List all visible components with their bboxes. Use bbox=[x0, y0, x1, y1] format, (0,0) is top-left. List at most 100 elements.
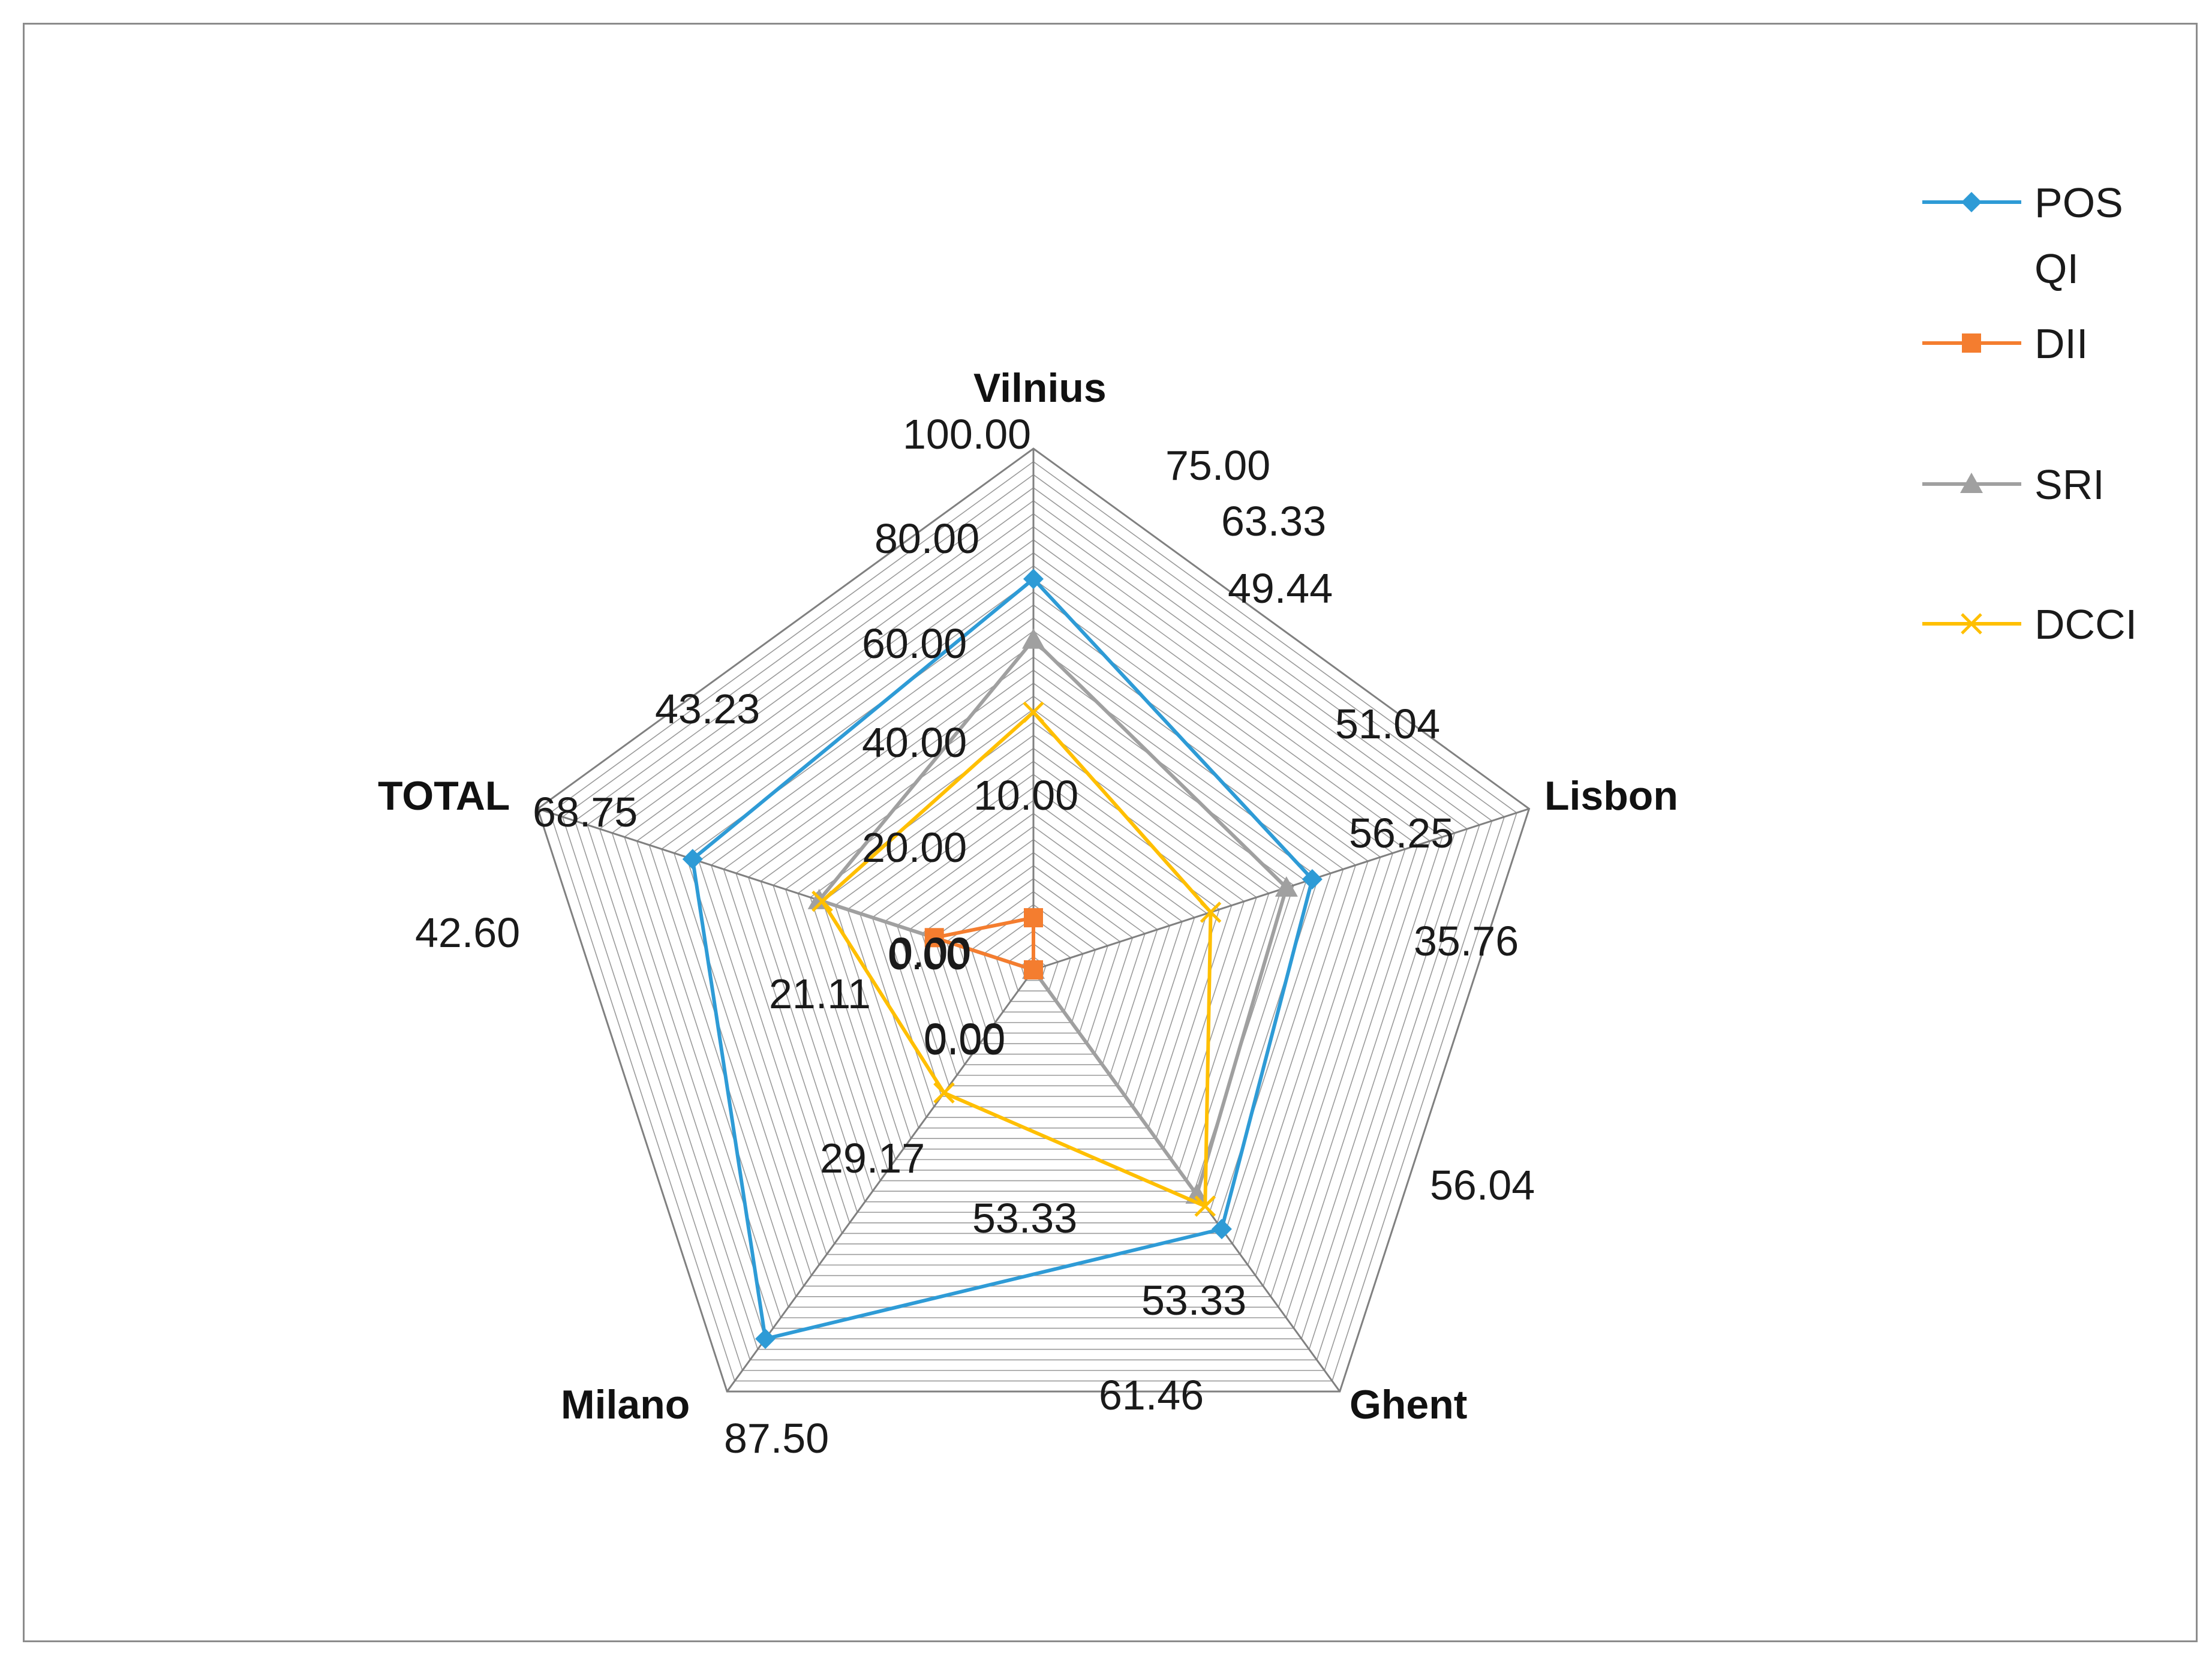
data-label: 53.33 bbox=[1141, 1277, 1246, 1324]
grid-ring bbox=[810, 734, 1257, 1161]
grid-ring bbox=[896, 826, 1171, 1087]
grid-ring bbox=[723, 643, 1344, 1234]
data-point-dii bbox=[1024, 908, 1043, 928]
data-label: 42.60 bbox=[415, 909, 520, 956]
data-point-pos-qi bbox=[682, 849, 703, 870]
series-line-dii bbox=[932, 916, 1035, 972]
data-label: 51.04 bbox=[1335, 701, 1440, 747]
grid-ring bbox=[785, 708, 1282, 1182]
grid-ring bbox=[760, 683, 1307, 1203]
grid-ring bbox=[1008, 943, 1059, 991]
data-label: 0.00 bbox=[924, 1015, 1005, 1062]
grid-ring bbox=[983, 917, 1084, 1013]
series-line-pos-qi bbox=[690, 577, 1314, 1341]
grid-ring bbox=[636, 552, 1431, 1308]
data-point-dcci bbox=[1023, 701, 1044, 723]
data-label: 63.33 bbox=[1221, 498, 1326, 545]
grid-ring bbox=[834, 761, 1233, 1140]
data-label: 80.00 bbox=[874, 515, 979, 562]
data-label: 40.00 bbox=[862, 719, 967, 766]
grid-ring bbox=[884, 813, 1183, 1097]
grid-ring bbox=[1020, 956, 1047, 981]
data-label: 29.17 bbox=[820, 1135, 925, 1182]
data-label: 87.50 bbox=[724, 1415, 829, 1462]
data-label: 0.00 bbox=[888, 931, 969, 978]
chart-frame bbox=[23, 23, 2198, 1642]
grid-ring bbox=[648, 565, 1418, 1297]
data-label: 56.25 bbox=[1349, 810, 1454, 856]
category-label-total: TOTAL bbox=[378, 773, 510, 819]
legend-label: POS bbox=[2034, 179, 2123, 226]
grid-ring bbox=[536, 447, 1531, 1393]
legend-label: QI bbox=[2034, 245, 2079, 292]
grid-ring bbox=[859, 786, 1208, 1118]
grid-ring bbox=[933, 865, 1134, 1055]
legend-marker bbox=[1961, 192, 1982, 212]
grid-ring bbox=[549, 461, 1517, 1382]
data-label: 10.00 bbox=[973, 772, 1078, 819]
grid-ring bbox=[909, 838, 1158, 1076]
grid-ring bbox=[574, 487, 1493, 1361]
data-label: 43.23 bbox=[655, 686, 760, 732]
data-point-dcci bbox=[1200, 901, 1222, 923]
grid-ring bbox=[747, 669, 1320, 1213]
radar-series bbox=[682, 569, 1323, 1350]
data-point-dii bbox=[1024, 960, 1043, 979]
grid-ring bbox=[958, 891, 1108, 1034]
data-point-pos-qi bbox=[1023, 569, 1044, 590]
grid-ring bbox=[587, 500, 1480, 1350]
data-label: 35.76 bbox=[1414, 918, 1519, 964]
category-label-milano: Milano bbox=[561, 1382, 690, 1427]
data-label: 0.00 bbox=[924, 1017, 1005, 1063]
data-point-dcci bbox=[812, 890, 833, 912]
data-point-sri bbox=[1275, 876, 1298, 897]
data-label: 68.75 bbox=[533, 789, 638, 835]
series-line-sri bbox=[817, 638, 1288, 1197]
grid-ring bbox=[611, 526, 1456, 1329]
data-label: 53.33 bbox=[972, 1195, 1077, 1242]
legend-marker bbox=[1962, 333, 1981, 353]
data-label: 61.46 bbox=[1099, 1372, 1204, 1418]
legend-label: DII bbox=[2034, 320, 2088, 367]
data-label: 60.00 bbox=[862, 620, 967, 667]
grid-ring bbox=[822, 747, 1245, 1150]
data-label: 100.00 bbox=[903, 411, 1031, 458]
legend-marker bbox=[1961, 613, 1982, 635]
legend-label: SRI bbox=[2034, 461, 2105, 508]
data-point-dcci bbox=[933, 1082, 955, 1104]
grid-ring bbox=[996, 930, 1071, 1002]
series-line-dcci bbox=[820, 710, 1213, 1208]
category-label-vilnius: Vilnius bbox=[973, 365, 1107, 411]
grid-ring bbox=[624, 539, 1443, 1318]
data-label: 49.44 bbox=[1228, 565, 1333, 612]
category-label-ghent: Ghent bbox=[1350, 1382, 1467, 1427]
data-label: 75.00 bbox=[1165, 442, 1270, 489]
grid-ring bbox=[735, 656, 1332, 1224]
data-point-pos-qi bbox=[755, 1329, 776, 1350]
grid-ring bbox=[599, 513, 1468, 1339]
legend-label: DCCI bbox=[2034, 601, 2137, 648]
grid-ring bbox=[561, 474, 1505, 1371]
grid-ring bbox=[970, 904, 1096, 1023]
category-labels: Vilnius Lisbon Ghent Milano TOTAL bbox=[378, 365, 1678, 1427]
data-point-pos-qi bbox=[1302, 868, 1323, 889]
data-point-dii bbox=[924, 928, 944, 948]
grid-ring bbox=[710, 630, 1357, 1245]
data-label: 0.00 bbox=[889, 929, 971, 976]
legend-item-pos-qi: POS QI bbox=[1922, 179, 2123, 292]
legend-item-dii: DII bbox=[1922, 320, 2088, 367]
grid-ring bbox=[871, 800, 1195, 1108]
legend-item-dcci: DCCI bbox=[1922, 601, 2137, 648]
data-label: 20.00 bbox=[862, 824, 967, 871]
grid-ring bbox=[921, 852, 1146, 1065]
data-label: 56.04 bbox=[1430, 1162, 1535, 1209]
grid-ring bbox=[698, 617, 1369, 1255]
data-label: 21.11 bbox=[769, 970, 871, 1017]
legend-item-sri: SRI bbox=[1922, 461, 2105, 508]
legend: POS QI DII SRI DCCI bbox=[1922, 179, 2137, 648]
legend-marker bbox=[1960, 473, 1983, 493]
category-label-lisbon: Lisbon bbox=[1544, 773, 1678, 819]
grid-ring bbox=[661, 578, 1406, 1287]
